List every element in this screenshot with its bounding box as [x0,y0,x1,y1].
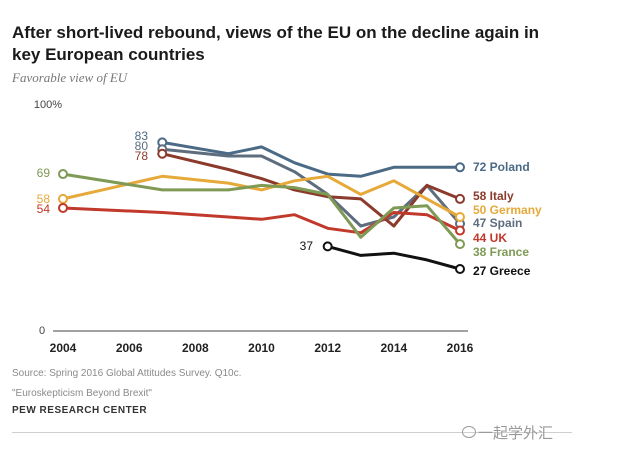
y-tick-label: 0 [39,325,45,337]
series-start-label: 83 [135,129,149,143]
series-start-point [58,202,68,213]
chart-subtitle: Favorable view of EU [12,70,128,85]
series-end-label: 72 Poland [473,160,530,174]
series-end-point [455,225,465,236]
series-start-label: 58 [37,192,51,206]
series-start-label: 78 [135,149,149,163]
y-tick-label: 100% [34,99,62,111]
series-end-point [455,193,465,204]
series-end-label: 58 Italy [473,189,514,203]
x-tick-label: 2008 [182,341,209,355]
series-end-point [455,263,465,274]
chart-title: After short-lived rebound, views of the … [12,23,540,64]
series-end-label: 50 Germany [473,203,542,217]
series-line-poland [160,140,462,178]
series-line-france [61,172,462,246]
series-start-point [58,169,68,180]
series-start-label: 80 [135,139,149,153]
series-line-germany [61,174,462,219]
series-end-point [455,162,465,173]
wechat-icon [462,426,476,438]
series-end-label: 38 France [473,245,529,259]
series-line-greece [326,244,462,271]
series-end-label: 44 UK [473,231,507,245]
series-end-label: 27 Greece [473,264,531,278]
x-tick-label: 2004 [50,341,77,355]
series-end-label: 47 Spain [473,216,522,230]
source-note: Source: Spring 2016 Global Attitudes Sur… [12,368,242,379]
series-start-point [322,241,333,252]
series-start-label: 37 [300,239,314,253]
series-start-label: 54 [37,202,51,216]
watermark-text: 一起学外汇 [478,425,554,442]
x-tick-label: 2010 [248,341,275,355]
x-tick-label: 2016 [447,341,474,355]
series-start-point [58,193,68,204]
series-line-uk [61,206,462,235]
series-start-point [157,148,168,159]
report-title: "Euroskepticism Beyond Brexit" [12,388,152,399]
x-tick-label: 2006 [116,341,143,355]
organization-label: PEW RESEARCH CENTER [12,405,148,416]
series-end-point [455,212,465,222]
footer-divider [12,432,572,433]
series-start-label: 69 [37,166,51,180]
x-tick-label: 2012 [314,341,341,355]
x-tick-label: 2014 [380,341,407,355]
series-end-point [455,239,465,250]
